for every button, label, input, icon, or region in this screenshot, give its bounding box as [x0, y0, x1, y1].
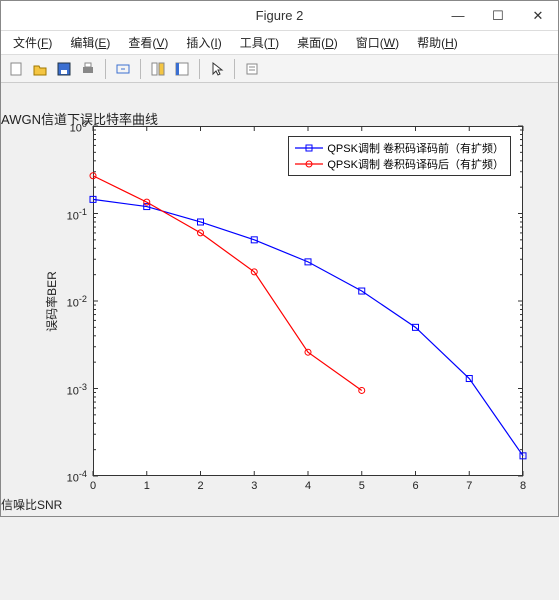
legend-item: QPSK调制 卷积码译码前（有扩频）	[295, 140, 504, 156]
x-tick-label: 0	[83, 480, 103, 492]
menu-e[interactable]: 编辑(E)	[62, 32, 118, 53]
legend-swatch	[295, 142, 323, 154]
legend-item: QPSK调制 卷积码译码后（有扩频）	[295, 156, 504, 172]
close-button[interactable]: ✕	[518, 1, 558, 30]
x-tick-label: 1	[137, 480, 157, 492]
menu-d[interactable]: 桌面(D)	[289, 32, 346, 53]
props-icon[interactable]	[241, 58, 263, 80]
toolbar-separator	[199, 59, 200, 79]
tile-icon[interactable]	[147, 58, 169, 80]
menu-bar: 文件(F)编辑(E)查看(V)插入(I)工具(T)桌面(D)窗口(W)帮助(H)	[1, 31, 558, 55]
y-tick-label: 100	[45, 119, 87, 135]
toolbar-separator	[105, 59, 106, 79]
menu-t[interactable]: 工具(T)	[232, 32, 287, 53]
pointer-icon[interactable]	[206, 58, 228, 80]
link-icon[interactable]	[112, 58, 134, 80]
series-line	[93, 199, 523, 455]
window-title: Figure 2	[256, 8, 304, 23]
y-tick-label: 10-4	[45, 469, 87, 485]
open-icon[interactable]	[29, 58, 51, 80]
menu-f[interactable]: 文件(F)	[5, 32, 60, 53]
maximize-button[interactable]: ☐	[478, 1, 518, 30]
x-tick-label: 5	[352, 480, 372, 492]
menu-h[interactable]: 帮助(H)	[409, 32, 466, 53]
x-tick-label: 8	[513, 480, 533, 492]
toolbar-separator	[234, 59, 235, 79]
y-tick-label: 10-2	[45, 294, 87, 310]
toolbar-separator	[140, 59, 141, 79]
x-tick-label: 6	[406, 480, 426, 492]
save-icon[interactable]	[53, 58, 75, 80]
legend-swatch	[295, 158, 323, 170]
dock-icon[interactable]	[171, 58, 193, 80]
toolbar	[1, 55, 558, 83]
x-tick-label: 7	[459, 480, 479, 492]
new-icon[interactable]	[5, 58, 27, 80]
menu-i[interactable]: 插入(I)	[178, 32, 229, 53]
x-tick-label: 4	[298, 480, 318, 492]
series-line	[93, 176, 362, 391]
x-tick-label: 3	[244, 480, 264, 492]
legend-label: QPSK调制 卷积码译码前（有扩频）	[327, 140, 504, 156]
menu-w[interactable]: 窗口(W)	[348, 32, 407, 53]
y-tick-label: 10-1	[45, 207, 87, 223]
x-tick-label: 2	[191, 480, 211, 492]
title-bar: Figure 2 — ☐ ✕	[1, 1, 558, 31]
y-tick-label: 10-3	[45, 382, 87, 398]
legend[interactable]: QPSK调制 卷积码译码前（有扩频）QPSK调制 卷积码译码后（有扩频）	[288, 136, 511, 176]
plot-area: AWGN信道下误比特率曲线误码率BER信噪比SNR10-410-310-210-…	[1, 83, 558, 516]
window-buttons: — ☐ ✕	[438, 1, 558, 30]
legend-label: QPSK调制 卷积码译码后（有扩频）	[327, 156, 504, 172]
minimize-button[interactable]: —	[438, 1, 478, 30]
print-icon[interactable]	[77, 58, 99, 80]
menu-v[interactable]: 查看(V)	[120, 32, 176, 53]
